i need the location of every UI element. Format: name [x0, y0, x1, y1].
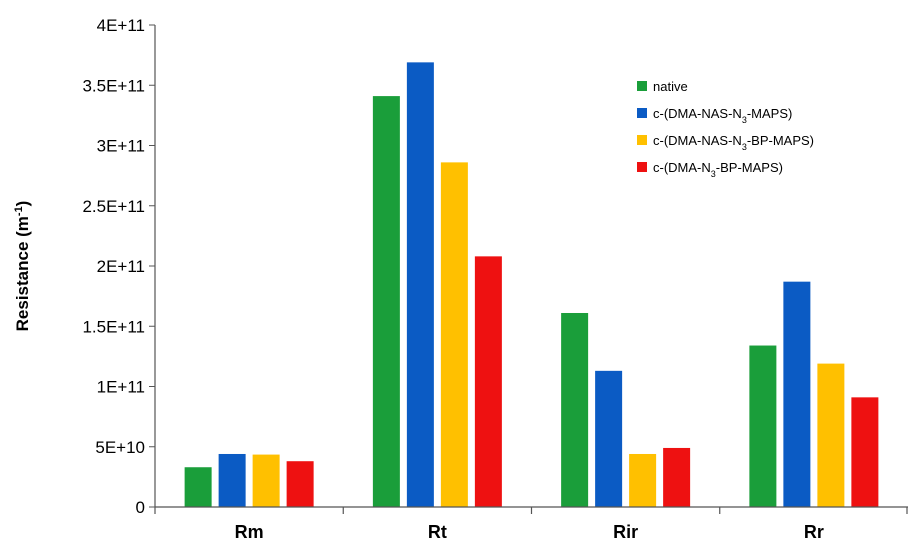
legend-label-part: c-(DMA-NAS-N	[653, 106, 742, 121]
bar-rir-series-4	[663, 447, 691, 507]
legend-swatch	[637, 135, 647, 145]
bar-rt-series-1	[372, 96, 400, 507]
legend-swatch	[637, 162, 647, 172]
legend-swatch	[637, 81, 647, 91]
legend-label: c-(DMA-N3-BP-MAPS)	[653, 160, 783, 179]
y-tick-label: 2.5E+11	[82, 197, 145, 216]
legend-label-part: native	[653, 79, 688, 94]
y-axis-ticks: 0 5E+10 1E+11 1.5E+11 2E+11 2.5E+11 3E+11 3.5E+…	[82, 16, 155, 517]
y-axis-title: Resistance (m-1)	[13, 201, 32, 332]
y-axis-label: Resistance (m-1)	[13, 201, 32, 332]
bar-rr-series-4	[851, 397, 879, 507]
bars	[184, 62, 879, 507]
legend-label-part: c-(DMA-N	[653, 160, 711, 175]
bar-rr-series-3	[817, 363, 845, 507]
y-tick-label: 3.5E+11	[82, 76, 145, 95]
y-tick-label: 1E+11	[97, 378, 145, 397]
y-tick-label: 1.5E+11	[82, 317, 145, 336]
x-axis-labels: Rm Rt Rir Rr	[235, 522, 824, 542]
bar-rm-series-1	[184, 467, 212, 507]
legend-label: c-(DMA-NAS-N3-BP-MAPS)	[653, 133, 814, 152]
legend-label-subscript: 3	[742, 142, 747, 152]
legend-label-subscript: 3	[742, 115, 747, 125]
bar-rir-series-2	[595, 370, 623, 507]
legend: nativec-(DMA-NAS-N3-MAPS)c-(DMA-NAS-N3-B…	[637, 79, 814, 179]
legend-label-part: -MAPS)	[747, 106, 793, 121]
y-axis-title-end: )	[13, 201, 32, 207]
y-tick-label: 5E+10	[95, 438, 145, 457]
bar-rt-series-4	[474, 256, 502, 507]
axes	[154, 25, 908, 514]
bar-rt-series-2	[406, 62, 434, 507]
category-label: Rt	[428, 522, 447, 542]
y-tick-label: 4E+11	[97, 16, 145, 35]
category-label: Rr	[804, 522, 824, 542]
bar-rm-series-3	[252, 454, 280, 507]
y-axis-title-main: Resistance (m	[13, 216, 32, 331]
bar-rm-series-4	[286, 461, 314, 507]
legend-label-part: c-(DMA-NAS-N	[653, 133, 742, 148]
y-tick-label: 2E+11	[97, 257, 145, 276]
bar-rt-series-3	[440, 162, 468, 507]
legend-swatch	[637, 108, 647, 118]
y-tick-label: 0	[136, 498, 145, 517]
bar-rr-series-1	[749, 345, 777, 507]
category-label: Rm	[235, 522, 264, 542]
legend-label-part: -BP-MAPS)	[747, 133, 814, 148]
legend-label-subscript: 3	[711, 169, 716, 179]
category-label: Rir	[613, 522, 638, 542]
legend-label: c-(DMA-NAS-N3-MAPS)	[653, 106, 792, 125]
y-tick-label: 3E+11	[97, 137, 145, 156]
bar-rr-series-2	[783, 281, 811, 507]
y-axis-title-superscript: -1	[13, 206, 25, 216]
bar-rm-series-2	[218, 453, 246, 507]
bar-rir-series-1	[561, 312, 589, 507]
legend-label-part: -BP-MAPS)	[716, 160, 783, 175]
legend-label: native	[653, 79, 688, 94]
bar-rir-series-3	[629, 453, 657, 507]
